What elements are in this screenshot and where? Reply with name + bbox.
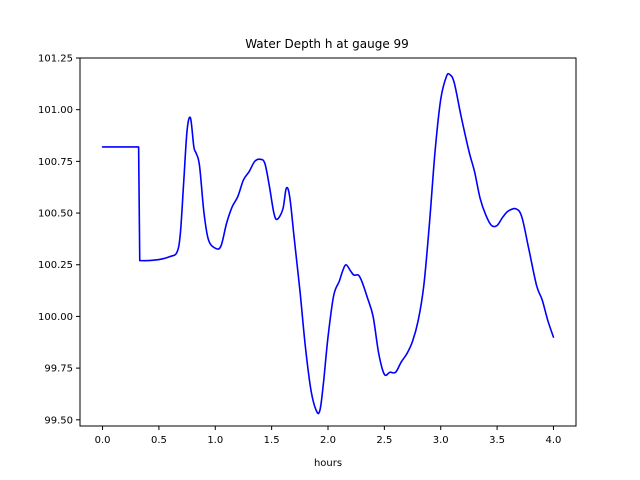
y-tick-label: 100.50	[38, 209, 73, 220]
y-tick-label: 100.00	[38, 312, 73, 323]
y-axis: 99.50 99.75 100.00 100.25 100.50 100.75 101.00…	[38, 54, 80, 426]
x-tick-label: 0.0	[95, 435, 111, 446]
x-tick-label: 4.0	[546, 435, 562, 446]
x-axis: 0.0 0.5 1.0 1.5 2.0 2.5 3.0 3.5 4.0	[95, 426, 562, 446]
y-tick-label: 101.25	[38, 54, 73, 65]
chart-title: Water Depth h at gauge 99	[245, 37, 409, 51]
y-tick-label: 101.00	[38, 105, 73, 116]
x-tick-label: 1.5	[264, 435, 280, 446]
x-axis-title: hours	[314, 458, 342, 469]
y-tick-label: 100.75	[38, 157, 73, 168]
x-tick-label: 2.5	[376, 435, 392, 446]
x-tick-label: 0.5	[151, 435, 167, 446]
x-tick-label: 3.5	[489, 435, 505, 446]
y-tick-label: 99.50	[44, 415, 73, 426]
x-tick-label: 2.0	[320, 435, 336, 446]
y-tick-label: 99.75	[44, 364, 73, 375]
x-tick-label: 1.0	[207, 435, 223, 446]
x-tick-label: 3.0	[433, 435, 449, 446]
y-tick-label: 100.25	[38, 260, 73, 271]
plot-area	[80, 58, 576, 426]
series-line	[101, 72, 555, 415]
series-layer	[101, 72, 555, 415]
